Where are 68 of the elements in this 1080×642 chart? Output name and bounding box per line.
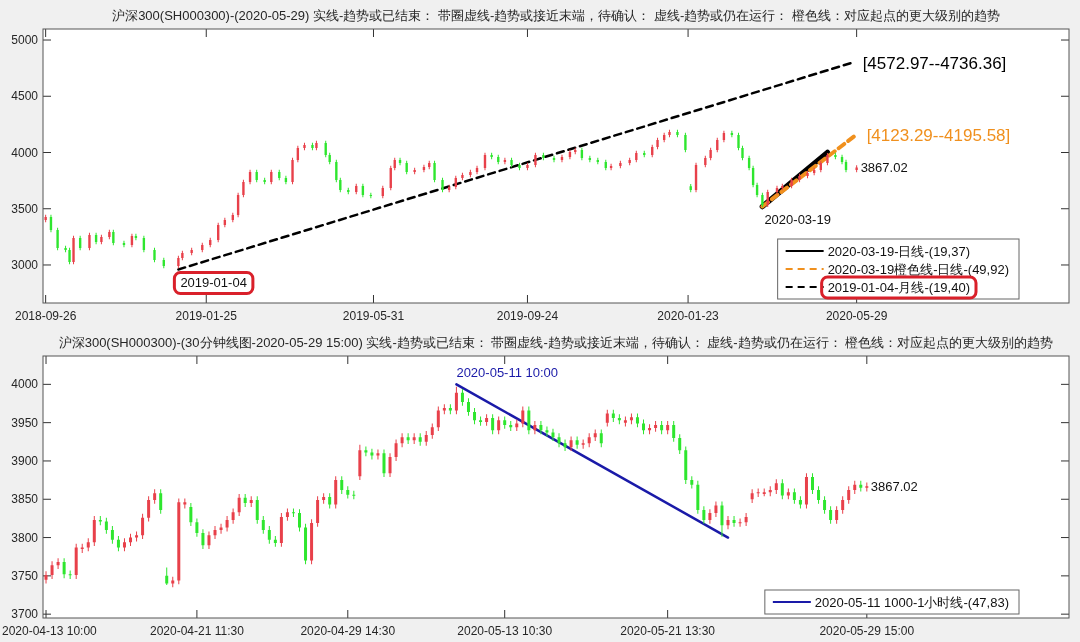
candlestick xyxy=(171,576,175,588)
x-tick-label: 2020-05-13 10:30 xyxy=(457,624,553,638)
annotation: 2019-01-04 xyxy=(180,275,247,291)
x-tick-label: 2020-04-29 14:30 xyxy=(300,624,396,638)
candlestick xyxy=(628,157,631,166)
x-tick-label: 2020-05-21 13:30 xyxy=(620,624,716,638)
candlestick xyxy=(490,152,493,160)
candlestick xyxy=(510,157,513,168)
candlestick xyxy=(183,498,187,509)
y-tick-label: 4500 xyxy=(11,89,39,104)
candlestick xyxy=(135,531,139,542)
candlestick xyxy=(826,152,829,166)
x-tick-label: 2019-05-31 xyxy=(342,309,405,323)
y-tick-label: 3500 xyxy=(11,201,39,216)
candlestick xyxy=(413,167,416,175)
y-tick-label: 3800 xyxy=(11,530,39,545)
annotation: 3867.02 xyxy=(860,160,908,176)
candlestick xyxy=(190,247,193,256)
y-tick-label: 3950 xyxy=(11,415,39,430)
candlestick xyxy=(263,177,266,185)
legend-label: 2020-03-19-日线-(19,37) xyxy=(827,244,970,259)
annotation: [4123.29--4195.58] xyxy=(866,125,1011,145)
x-tick-label: 2020-05-29 xyxy=(825,309,888,323)
candlestick xyxy=(352,490,356,500)
legend-label: 2019-01-04-月线-(19,40) xyxy=(827,280,970,295)
annotation: [4572.97--4736.36] xyxy=(862,53,1007,73)
chart-title: 沪深300(SH000300)-(30分钟线图-2020-05-29 15:00) 实线-趋势或已结束： 带圈虚线-趋势或接近末端，待确认： 虚线-趋势或仍在运行： 橙色线：对应起点的更大级别的趋势 xyxy=(58,335,1054,350)
candlestick xyxy=(68,570,72,579)
candlestick xyxy=(315,140,318,151)
candlestick xyxy=(479,416,483,426)
y-tick-label: 3000 xyxy=(11,257,39,272)
candlestick xyxy=(676,129,679,138)
candlestick xyxy=(112,229,115,246)
y-tick-label: 5000 xyxy=(11,33,39,48)
y-tick-label: 3850 xyxy=(11,492,39,507)
candlestick xyxy=(64,245,67,253)
candlestick xyxy=(364,446,368,457)
annotation: 2020-05-11 10:00 xyxy=(456,365,559,381)
candlestick xyxy=(762,488,766,497)
x-tick-label: 2019-01-25 xyxy=(175,309,238,323)
legend-label: 2020-03-19橙色线-日线-(49,92) xyxy=(827,262,1009,277)
legend-label: 2020-05-11 1000-1小时线-(47,83) xyxy=(814,595,1009,610)
candlestick xyxy=(756,488,760,497)
candlestick xyxy=(376,449,380,460)
candlestick xyxy=(108,229,111,240)
x-tick-label: 2019-09-24 xyxy=(496,309,559,323)
candlestick xyxy=(834,152,837,160)
candlestick xyxy=(545,426,549,437)
legend: 2020-05-11 1000-1小时线-(47,83) xyxy=(764,589,1020,615)
candlestick xyxy=(738,518,742,527)
candlestick xyxy=(581,439,585,449)
y-tick-label: 3700 xyxy=(11,607,39,622)
y-tick-label: 3900 xyxy=(11,453,39,468)
annotation: 3867.02 xyxy=(870,479,918,495)
candlestick xyxy=(291,508,295,517)
annotation: 2020-03-19 xyxy=(764,212,831,228)
x-tick-label: 2018-09-26 xyxy=(14,309,77,323)
candlestick xyxy=(855,165,858,173)
x-tick-label: 2020-04-13 10:00 xyxy=(2,624,98,638)
y-tick-label: 4000 xyxy=(11,377,39,392)
candlestick xyxy=(668,129,671,138)
x-tick-label: 2020-01-23 xyxy=(657,309,720,323)
candlestick xyxy=(865,482,869,492)
x-tick-label: 2020-04-21 11:30 xyxy=(149,624,245,638)
x-tick-label: 2020-05-29 15:00 xyxy=(819,624,915,638)
y-tick-label: 4000 xyxy=(11,145,39,160)
chart-title: 沪深300(SH000300)-(2020-05-29) 实线-趋势或已结束： 带圈虚线-趋势或接近末端，待确认： 虚线-趋势或仍在运行： 橙色线：对应起点的更大级别的趋势 xyxy=(112,8,1000,23)
y-tick-label: 3750 xyxy=(11,568,39,583)
